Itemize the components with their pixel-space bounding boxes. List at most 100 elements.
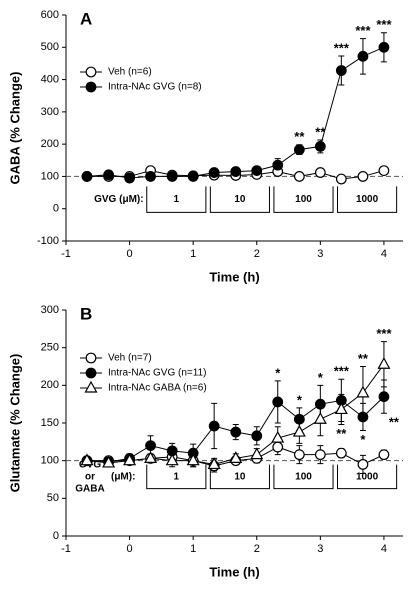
data-point [251, 165, 263, 177]
y-tick-label: 0 [53, 203, 59, 215]
data-point [145, 440, 156, 452]
y-axis-title: GABA (% Change) [7, 72, 22, 185]
data-point [357, 411, 369, 423]
data-point [186, 453, 200, 466]
data-point [293, 413, 305, 425]
significance: * [297, 392, 303, 407]
data-point [357, 459, 369, 470]
treatment-label: GVG (μM): [94, 194, 143, 205]
significance: ** [358, 351, 369, 366]
data-point [208, 167, 220, 178]
y-axis-title: Glutamate (% Change) [7, 354, 22, 493]
x-tick-label: 0 [127, 543, 133, 555]
significance: *** [376, 326, 392, 341]
treatment-label: GABA [75, 483, 104, 494]
x-axis-title: Time (h) [209, 269, 259, 284]
y-tick-label: 200 [41, 379, 59, 391]
data-point [377, 356, 391, 369]
x-tick-label: -1 [61, 248, 71, 260]
y-tick-label: 250 [41, 342, 59, 354]
data-point [293, 449, 305, 461]
data-point [123, 453, 137, 466]
panel-label: B [80, 304, 92, 323]
data-point [293, 144, 305, 156]
data-point [124, 172, 135, 184]
x-tick-label: -1 [61, 543, 71, 555]
legend-marker [85, 81, 97, 93]
legend-marker [84, 380, 98, 393]
legend-marker [85, 352, 97, 364]
data-point [292, 424, 306, 437]
dose-label: 1 [174, 194, 180, 205]
x-tick-label: 3 [317, 543, 323, 555]
significance: *** [334, 364, 350, 379]
data-point [272, 396, 284, 408]
dose-bracket [146, 186, 207, 213]
data-point [357, 171, 369, 182]
y-tick-label: 100 [41, 455, 59, 467]
legend-label: Veh (n=7) [108, 353, 152, 364]
data-point [103, 169, 115, 181]
significance: ** [336, 426, 347, 441]
unit-label: (μM): [111, 471, 135, 482]
dose-label: 100 [295, 471, 312, 482]
dose-label: 1 [174, 471, 180, 482]
data-point [80, 453, 94, 466]
data-point [145, 171, 156, 182]
legend-label: Intra-NAc GABA (n=6) [108, 383, 207, 394]
y-tick-label: 600 [41, 9, 59, 21]
data-point [207, 457, 221, 470]
data-point [334, 402, 348, 415]
data-point [314, 167, 326, 178]
dose-label: 10 [234, 194, 246, 205]
legend-marker [85, 66, 97, 78]
data-point [356, 385, 370, 398]
y-tick-label: 200 [41, 138, 59, 150]
data-point [230, 426, 242, 438]
x-tick-label: 1 [190, 543, 196, 555]
data-point [229, 451, 243, 464]
y-tick-label: -100 [37, 235, 59, 247]
data-point [250, 447, 264, 460]
dose-bracket [273, 464, 334, 490]
data-point [378, 41, 390, 53]
x-tick-label: 0 [127, 248, 133, 260]
data-point [251, 430, 263, 442]
legend-label: Intra-NAc GVG (n=8) [108, 82, 202, 93]
significance: * [275, 365, 281, 380]
significance: ** [389, 415, 400, 430]
data-point [271, 430, 285, 443]
data-point [230, 166, 242, 177]
y-tick-label: 50 [47, 492, 59, 504]
x-tick-label: 2 [254, 248, 260, 260]
significance: *** [334, 40, 350, 55]
dose-bracket [337, 464, 398, 490]
significance: *** [355, 23, 371, 38]
x-tick-label: 4 [381, 248, 387, 260]
x-tick-label: 2 [254, 543, 260, 555]
data-point [314, 398, 326, 410]
data-point [293, 171, 305, 182]
data-point [335, 447, 347, 459]
significance: * [360, 432, 366, 447]
data-point [102, 455, 116, 468]
data-point [272, 441, 284, 453]
treatment-label: or [85, 471, 95, 482]
data-point [313, 411, 327, 424]
significance: ** [294, 129, 305, 144]
x-tick-label: 4 [381, 543, 387, 555]
data-point [165, 453, 179, 466]
y-tick-label: 400 [41, 73, 59, 85]
panel-label: A [80, 9, 92, 28]
data-point [144, 451, 158, 464]
x-tick-label: 1 [190, 248, 196, 260]
data-point [81, 171, 93, 182]
data-point [187, 171, 199, 182]
data-point [378, 391, 390, 403]
data-point [314, 141, 326, 152]
dose-bracket [146, 464, 207, 490]
y-tick-label: 150 [41, 417, 59, 429]
data-point [208, 420, 220, 432]
